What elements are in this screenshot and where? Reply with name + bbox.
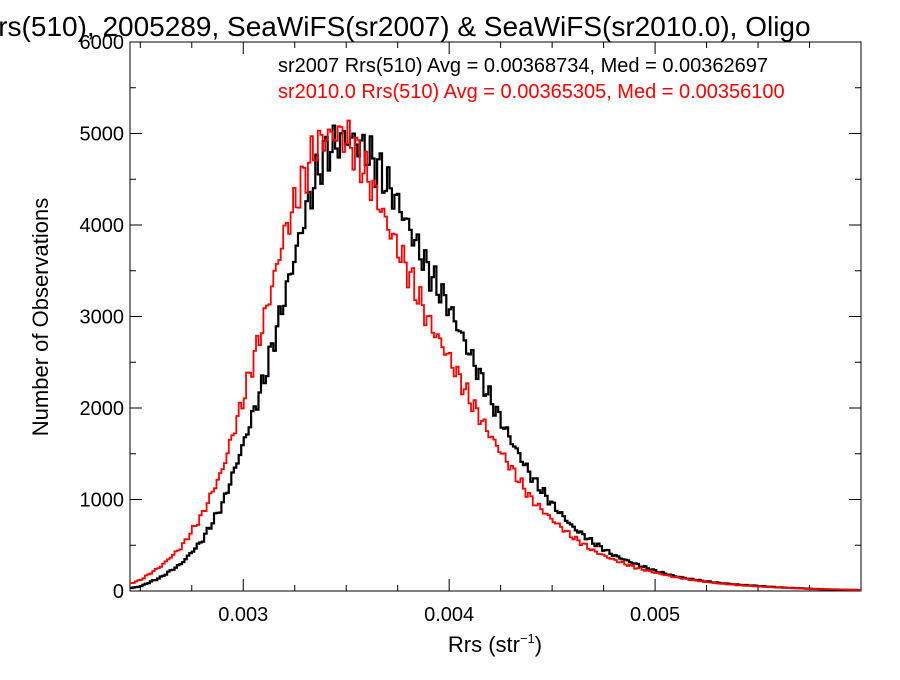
y-tick-label-1: 1000 xyxy=(80,490,125,512)
plot-frame xyxy=(129,41,862,592)
y-tick-label-5: 5000 xyxy=(80,124,125,146)
x-tick-label-0: 0.003 xyxy=(218,604,268,626)
x-axis-label-main: Rrs (str xyxy=(448,632,520,657)
series-layer xyxy=(130,119,861,592)
x-axis-label-sup: −1 xyxy=(520,631,535,646)
x-axis-ticks: 0.003 0.004 0.005 xyxy=(139,42,811,626)
series-1-line xyxy=(130,124,861,592)
legend-entry-2: sr2010.0 Rrs(510) Avg = 0.00365305, Med … xyxy=(278,81,785,103)
series-2-line xyxy=(130,119,861,591)
y-tick-label-3: 3000 xyxy=(80,307,125,329)
y-axis-ticks: 0 1000 2000 3000 4000 5000 6000 xyxy=(80,32,861,603)
chart-title: Rrs(510), 2005289, SeaWiFS(sr2007) & Sea… xyxy=(0,11,811,42)
y-axis-label: Number of Observations xyxy=(28,198,53,436)
y-tick-label-0: 0 xyxy=(113,581,124,603)
y-tick-label-2: 2000 xyxy=(80,398,125,420)
x-tick-label-2: 0.005 xyxy=(630,604,680,626)
legend: sr2007 Rrs(510) Avg = 0.00368734, Med = … xyxy=(278,55,785,103)
x-axis-label: Rrs (str−1) xyxy=(448,631,542,657)
legend-entry-1: sr2007 Rrs(510) Avg = 0.00368734, Med = … xyxy=(278,55,768,77)
y-tick-label-6: 6000 xyxy=(80,32,125,54)
y-tick-label-4: 4000 xyxy=(80,215,125,237)
x-axis-label-close: ) xyxy=(535,632,542,657)
x-tick-label-1: 0.004 xyxy=(424,604,474,626)
